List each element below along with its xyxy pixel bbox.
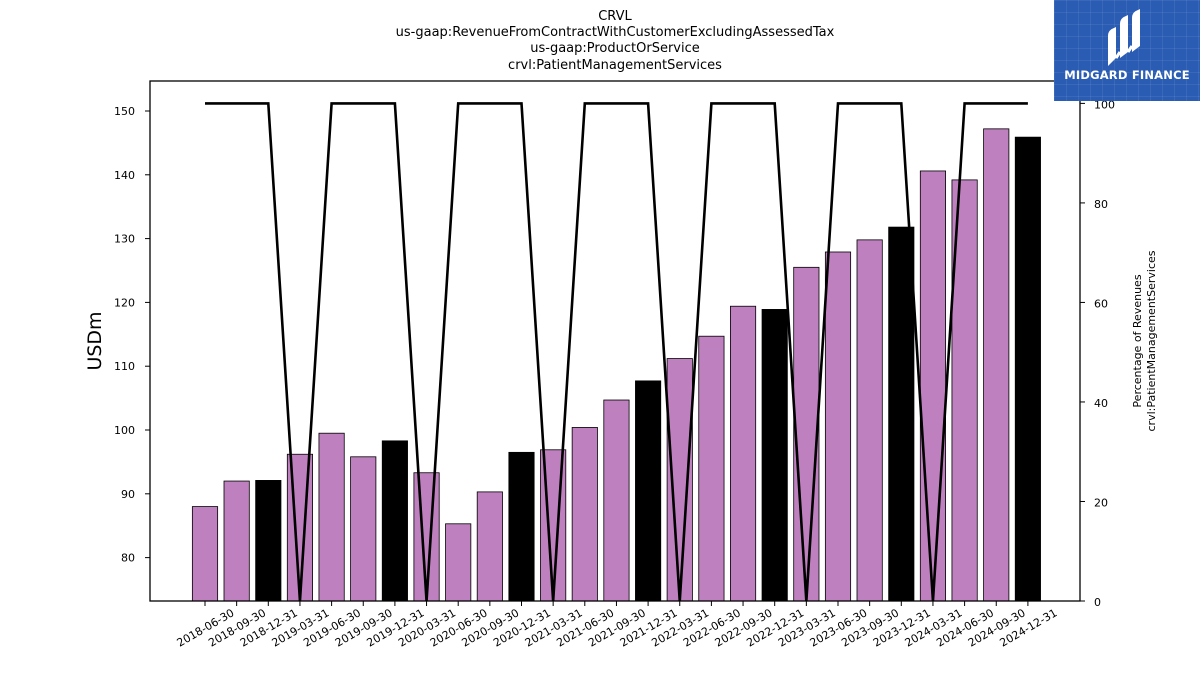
title-line-ticker: CRVL bbox=[598, 9, 632, 24]
midgard-logo-icon bbox=[1108, 9, 1140, 66]
bar-2022-12-31 bbox=[761, 309, 788, 602]
y-tick-label: 80 bbox=[121, 552, 135, 565]
y-tick-label: 150 bbox=[114, 105, 135, 118]
y-tick-label: 100 bbox=[114, 424, 135, 437]
bar-2024-12-31 bbox=[1014, 136, 1041, 602]
bar-2023-03-31 bbox=[793, 266, 820, 602]
bar-2022-06-30 bbox=[698, 335, 725, 602]
bar-2021-09-30 bbox=[603, 399, 630, 602]
percentage-line-series bbox=[205, 102, 1028, 602]
bar-series bbox=[191, 128, 1041, 602]
chart-title: CRVL us-gaap:RevenueFromContractWithCust… bbox=[396, 9, 835, 73]
bar-2020-06-30 bbox=[445, 523, 472, 602]
bar-2023-06-30 bbox=[824, 251, 852, 602]
y2-tick-label: 40 bbox=[1094, 397, 1108, 410]
bar-2023-09-30 bbox=[856, 239, 883, 602]
y-tick-label: 120 bbox=[114, 296, 135, 309]
y2-axis-label-line-2: crvl:PatientManagementServices bbox=[1145, 250, 1158, 431]
bar-2019-12-31 bbox=[381, 440, 408, 602]
bar-2019-09-30 bbox=[350, 456, 377, 602]
y2-tick-label: 80 bbox=[1094, 198, 1108, 211]
y-tick-label: 90 bbox=[121, 488, 135, 501]
y-tick-label: 110 bbox=[114, 360, 135, 373]
bar-2018-12-31 bbox=[255, 480, 282, 602]
percentage-line bbox=[205, 102, 1028, 602]
bar-2019-06-30 bbox=[318, 432, 345, 602]
title-line-concept: us-gaap:RevenueFromContractWithCustomerE… bbox=[396, 25, 835, 40]
bar-2024-03-31 bbox=[919, 170, 946, 602]
title-line-member: crvl:PatientManagementServices bbox=[508, 58, 722, 73]
bar-2022-09-30 bbox=[730, 305, 757, 602]
bar-2023-12-31 bbox=[888, 226, 915, 602]
y2-tick-label: 100 bbox=[1094, 98, 1115, 111]
y2-tick-label: 0 bbox=[1094, 596, 1101, 609]
plot-frame bbox=[149, 80, 1081, 602]
midgard-finance-logo: MIDGARD FINANCE bbox=[1054, 0, 1200, 101]
title-line-axis: us-gaap:ProductOrService bbox=[530, 41, 700, 56]
y2-tick-label: 20 bbox=[1094, 496, 1108, 509]
y-axis-label: USDm bbox=[84, 311, 106, 370]
bar-2021-12-31 bbox=[635, 380, 662, 602]
bar-2018-06-30 bbox=[191, 506, 219, 602]
left-y-axis: 80 90 100 110 120 130 140 150 bbox=[114, 105, 150, 565]
y2-tick-label: 60 bbox=[1094, 297, 1108, 310]
bar-2024-09-30 bbox=[983, 128, 1010, 602]
bar-2021-06-30 bbox=[571, 427, 598, 602]
y-tick-label: 140 bbox=[114, 169, 135, 182]
x-axis: 2018-06-302018-09-302018-12-312019-03-31… bbox=[175, 601, 1059, 650]
y-tick-label: 130 bbox=[114, 233, 135, 246]
bar-2018-09-30 bbox=[223, 480, 250, 602]
bar-2020-09-30 bbox=[476, 491, 503, 602]
bar-2020-12-31 bbox=[508, 451, 535, 602]
logo-text: MIDGARD FINANCE bbox=[1064, 68, 1190, 82]
bar-2020-03-31 bbox=[413, 472, 440, 602]
right-y-axis: 0 20 40 60 80 100 bbox=[1080, 98, 1115, 609]
y2-axis-label-line-1: Percentage of Revenues bbox=[1131, 274, 1144, 407]
